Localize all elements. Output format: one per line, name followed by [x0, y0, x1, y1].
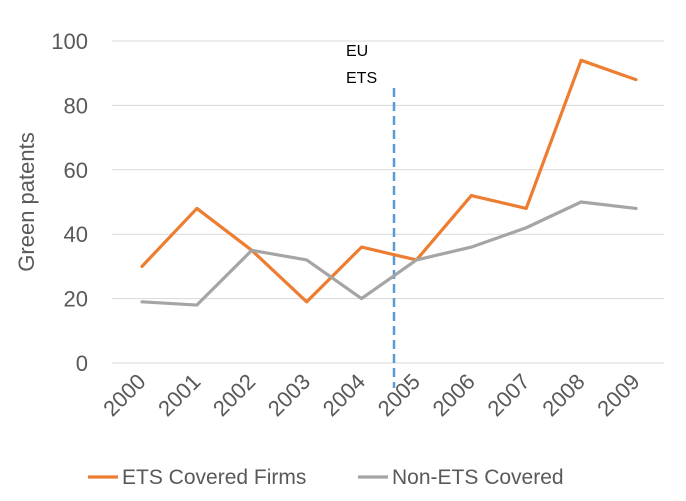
legend: ETS Covered Firms Non-ETS Covered	[88, 466, 564, 489]
y-tick-label-20: 20	[64, 287, 88, 312]
x-tick-label-2005: 2005	[373, 369, 425, 421]
y-axis-ticks: 0 20 40 60 80 100	[51, 29, 88, 376]
series-lines	[140, 58, 638, 307]
legend-label-non-ets-covered: Non-ETS Covered	[392, 466, 564, 489]
x-tick-label-2000: 2000	[98, 369, 150, 421]
y-tick-label-40: 40	[64, 222, 88, 247]
eu-ets-marker: EU ETS	[346, 43, 396, 388]
x-tick-label-2004: 2004	[318, 369, 370, 421]
x-tick-label-2007: 2007	[482, 369, 534, 421]
annotation-eu: EU	[346, 43, 368, 60]
y-tick-label-80: 80	[64, 93, 88, 118]
x-tick-label-2003: 2003	[263, 369, 315, 421]
y-axis-label: Green patents	[14, 132, 39, 271]
y-tick-label-60: 60	[64, 158, 88, 183]
y-tick-label-100: 100	[51, 29, 88, 54]
x-axis-ticks: 2000 2001 2002 2003 2004 2005 2006 2007 2008 2009	[98, 369, 644, 421]
legend-label-ets-covered-firms: ETS Covered Firms	[122, 466, 306, 489]
series-line-ets-covered-firms	[140, 58, 638, 304]
x-tick-label-2002: 2002	[208, 369, 260, 421]
annotation-ets: ETS	[346, 70, 377, 87]
x-tick-label-2006: 2006	[428, 369, 480, 421]
series-line-non-ets-covered	[140, 200, 638, 307]
x-tick-label-2009: 2009	[592, 369, 644, 421]
x-tick-label-2008: 2008	[537, 369, 589, 421]
x-tick-label-2001: 2001	[153, 369, 205, 421]
y-tick-label-0: 0	[76, 351, 88, 376]
